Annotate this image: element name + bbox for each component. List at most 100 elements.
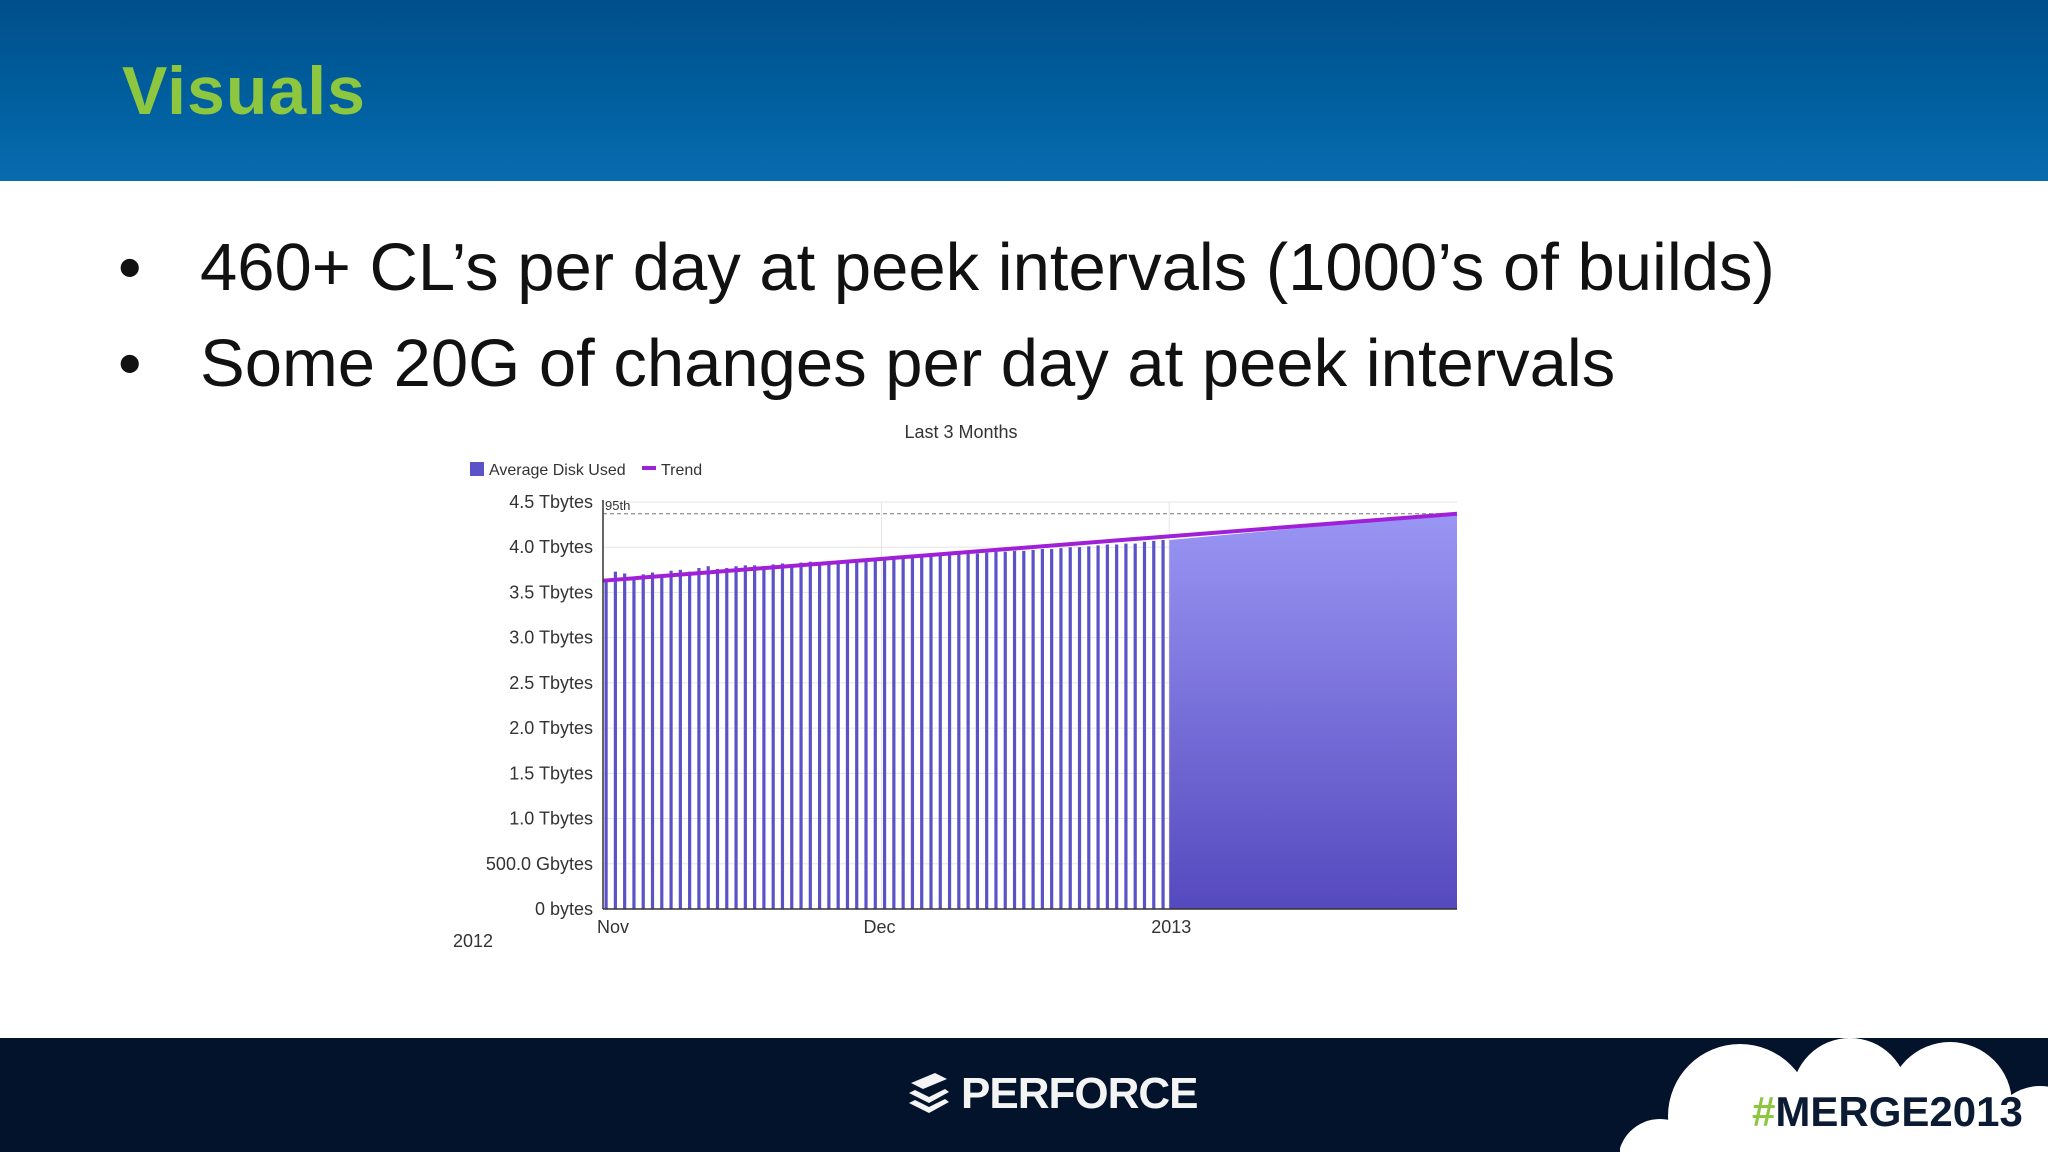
disk-usage-bar [901,557,905,909]
bullet-list: • 460+ CL’s per day at peek intervals (10… [118,220,1775,412]
disk-usage-bar [604,579,608,909]
disk-usage-bar [1077,547,1082,909]
disk-usage-bar [1133,543,1137,909]
disk-usage-bar [1003,551,1007,909]
y-tick-label: 2.5 Tbytes [509,673,593,693]
disk-usage-bar [641,574,645,909]
bullet-item: • 460+ CL’s per day at peek intervals (10… [118,220,1775,316]
disk-usage-bar [845,559,850,909]
slide-title: Visuals [122,53,366,129]
bullet-item: • Some 20G of changes per day at peek int… [118,316,1775,412]
slide-footer: PERFORCE #MERGE2013 [0,1038,2048,1152]
merge-hashtag: #MERGE2013 [1752,1088,2023,1136]
brand-name: PERFORCE [961,1069,1198,1118]
disk-usage-bar [1142,541,1147,909]
disk-usage-bar [678,569,682,909]
disk-usage-bar [1087,546,1091,909]
disk-usage-bar [762,566,766,909]
disk-usage-bar [882,558,887,909]
disk-usage-bar [873,558,877,909]
disk-usage-bar [938,555,942,909]
disk-usage-area [1169,513,1457,909]
disk-usage-bar [613,571,617,909]
chart-svg: Last 3 Months Average Disk Used Trend 0 byt… [453,422,1458,951]
disk-usage-bar [623,573,627,909]
percentile-label: 95th [605,498,630,513]
x-tick-label: 2013 [1151,917,1191,937]
cloud-shape [1620,1038,2048,1152]
disk-usage-bar [790,564,794,909]
y-tick-label: 0 bytes [535,899,593,919]
disk-usage-bar [1012,550,1017,909]
disk-usage-bar [771,564,775,909]
disk-usage-bar [985,552,989,909]
disk-usage-bar [780,563,785,909]
disk-usage-bar [975,553,980,909]
disk-usage-bar [947,554,952,909]
bullet-symbol: • [118,326,142,401]
stacked-layers-icon [909,1073,949,1113]
disk-usage-bar [1115,544,1119,909]
disk-usage-bar [1040,549,1044,909]
disk-usage-bar [669,570,673,909]
y-tick-label: 4.0 Tbytes [509,537,593,557]
disk-usage-bar [753,565,757,909]
disk-usage-bar [743,565,747,909]
disk-usage-bar [1031,549,1035,909]
disk-usage-bar [966,553,970,909]
disk-usage-bar [910,556,915,909]
year-label: 2012 [453,931,493,951]
disk-usage-bar [1022,550,1026,909]
disk-usage-bar [799,562,803,909]
x-tick-label: Dec [863,917,895,937]
disk-usage-bar [1050,549,1054,909]
bullet-text: Some 20G of changes per day at peek inte… [200,326,1616,401]
disk-usage-bar [1105,544,1109,909]
hash-symbol: # [1752,1088,1776,1135]
disk-usage-bar [892,558,896,909]
disk-usage-bar [715,568,720,909]
disk-usage-bar [808,561,812,909]
disk-usage-bar [836,560,840,909]
bullet-text: 460+ CL’s per day at peek intervals (100… [200,230,1775,305]
y-tick-label: 500.0 Gbytes [486,854,593,874]
disk-usage-bar [1068,547,1072,909]
disk-usage-bar [827,561,831,909]
disk-usage-bar [697,568,701,909]
y-tick-label: 2.0 Tbytes [509,718,593,738]
disk-usage-bar [1059,548,1063,909]
disk-usage-bar [725,568,729,909]
slide-header: Visuals [0,0,2048,181]
disk-usage-bar [660,575,664,909]
legend-label: Trend [661,462,702,479]
legend-swatch-disk [470,462,484,476]
disk-usage-bar [864,558,868,909]
disk-usage-bar [706,566,710,909]
disk-usage-bar [957,554,961,909]
disk-usage-bar [1096,545,1100,909]
disk-usage-bar [734,566,738,909]
y-tick-label: 1.0 Tbytes [509,809,593,829]
disk-usage-bar [929,556,933,909]
disk-usage-bar [1161,539,1165,909]
disk-usage-bar [994,551,998,909]
x-tick-label: Nov [597,917,629,937]
y-tick-label: 4.5 Tbytes [509,492,593,512]
legend-label: Average Disk Used [489,462,626,479]
disk-usage-chart: Last 3 Months Average Disk Used Trend 0 byt… [300,412,1500,972]
disk-usage-bar [650,572,655,909]
disk-usage-bar [818,562,822,909]
bullet-symbol: • [118,230,142,305]
disk-usage-bar [1152,540,1156,909]
perforce-logo: PERFORCE [905,1064,1198,1124]
y-tick-label: 1.5 Tbytes [509,763,593,783]
chart-title: Last 3 Months [904,422,1017,442]
disk-usage-bar [920,556,924,909]
disk-usage-bar [688,571,692,909]
y-tick-label: 3.0 Tbytes [509,628,593,648]
disk-usage-bar [855,560,859,909]
hashtag-text: MERGE2013 [1775,1088,2023,1135]
y-tick-label: 3.5 Tbytes [509,582,593,602]
disk-usage-bar [632,577,636,909]
disk-usage-bar [1124,543,1128,909]
